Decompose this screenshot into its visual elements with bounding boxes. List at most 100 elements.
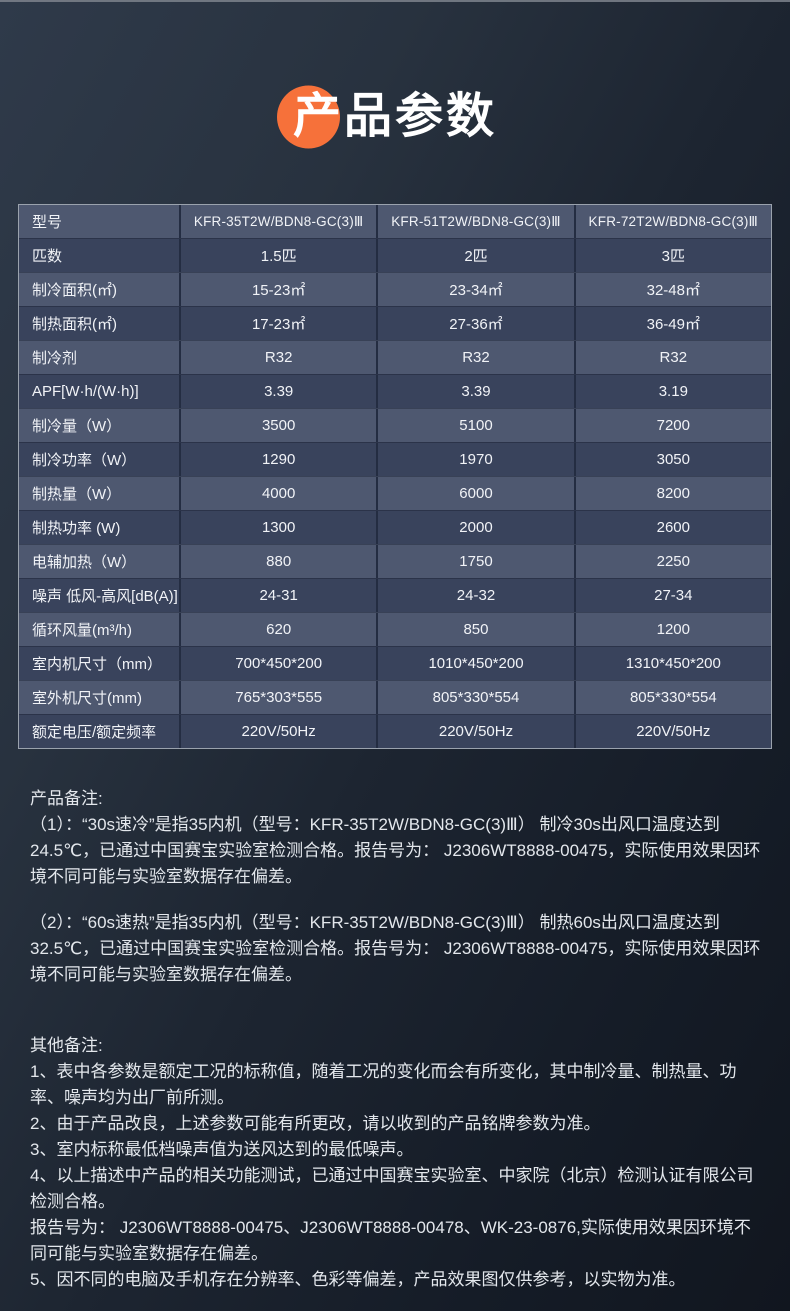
other-note-item: 4、以上描述中产品的相关功能测试，已通过中国赛宝实验室、中家院（北京）检测认证有… xyxy=(30,1166,754,1211)
spec-value-cell: 2匹 xyxy=(376,239,573,272)
table-row: 制冷量（W） 3500 5100 7200 xyxy=(19,408,771,442)
table-row: 制冷剂 R32 R32 R32 xyxy=(19,340,771,374)
other-note-item: 5、因不同的电脑及手机存在分辨率、色彩等偏差，产品效果图仅供参考，以实物为准。 xyxy=(30,1270,686,1289)
spec-value-cell: 1750 xyxy=(376,545,573,578)
table-row: 室外机尺寸(mm) 765*303*555 805*330*554 805*330*5… xyxy=(19,680,771,714)
spec-value-cell: 36-49㎡ xyxy=(573,307,771,340)
orange-circle-decoration xyxy=(276,85,340,149)
spec-row-label: 制热功率 (W) xyxy=(32,520,121,537)
table-row: APF[W·h/(W·h)] 3.39 3.39 3.19 xyxy=(19,374,771,408)
spec-value-cell: 27-34 xyxy=(573,579,771,612)
spec-value-cell: 32-48㎡ xyxy=(573,273,771,306)
table-row: 室内机尺寸（mm） 700*450*200 1010*450*200 1310*450… xyxy=(19,646,771,680)
other-notes: 其他备注: 1、表中各参数是额定工况的标称值，随着工况的变化而会有所变化，其中制… xyxy=(30,1033,763,1293)
product-note-item: （1）：“30s速冷”是指35内机（型号：KFR-35T2W/BDN8-GC(3… xyxy=(30,815,761,886)
spec-value-cell: 220V/50Hz xyxy=(376,715,573,748)
other-note-item: 报告号为： J2306WT8888-00475、J2306WT8888-0047… xyxy=(30,1218,751,1263)
table-row: 噪声 低风-高风[dB(A)] 24-31 24-32 27-34 xyxy=(19,578,771,612)
product-notes-list: （1）：“30s速冷”是指35内机（型号：KFR-35T2W/BDN8-GC(3… xyxy=(30,812,763,988)
spec-value-cell: 1970 xyxy=(376,443,573,476)
spec-value-cell: 1310*450*200 xyxy=(573,647,771,680)
spec-row-label: 制冷功率（W） xyxy=(32,452,137,469)
spec-value-cell: R32 xyxy=(573,341,771,374)
spec-value-cell: 805*330*554 xyxy=(573,681,771,714)
spec-value-cell: 880 xyxy=(179,545,376,578)
spec-value-cell: R32 xyxy=(179,341,376,374)
spec-value-cell: 2000 xyxy=(376,511,573,544)
spec-row-label: 电辅加热（W） xyxy=(32,554,137,571)
table-header-row: 型号 KFR-35T2W/BDN8-GC(3)Ⅲ KFR-51T2W/BDN8-GC… xyxy=(19,205,771,238)
spec-value-cell: 7200 xyxy=(573,409,771,442)
other-notes-list: 1、表中各参数是额定工况的标称值，随着工况的变化而会有所变化，其中制冷量、制热量… xyxy=(30,1059,763,1293)
spec-value-cell: 17-23㎡ xyxy=(179,307,376,340)
spec-row-label: 制热面积(㎡) xyxy=(32,316,117,333)
spec-value-cell: 1300 xyxy=(179,511,376,544)
spec-row-label: 匹数 xyxy=(32,248,63,265)
spec-value-cell: 3.39 xyxy=(179,375,376,408)
spec-value-cell: 27-36㎡ xyxy=(376,307,573,340)
model-name-cell: KFR-72T2W/BDN8-GC(3)Ⅲ xyxy=(573,205,771,238)
spec-value-cell: 4000 xyxy=(179,477,376,510)
spec-value-cell: 220V/50Hz xyxy=(573,715,771,748)
spec-row-label: 制热量（W） xyxy=(32,486,122,503)
spec-value-cell: 2600 xyxy=(573,511,771,544)
spec-row-label: 制冷量（W） xyxy=(32,418,122,435)
spec-value-cell: 620 xyxy=(179,613,376,646)
spec-value-cell: 3匹 xyxy=(573,239,771,272)
spec-table: 型号 KFR-35T2W/BDN8-GC(3)Ⅲ KFR-51T2W/BDN8-GC… xyxy=(18,204,772,749)
spec-value-cell: 1010*450*200 xyxy=(376,647,573,680)
model-name-cell: KFR-35T2W/BDN8-GC(3)Ⅲ xyxy=(179,205,376,238)
page-header: 产品参数 xyxy=(0,84,790,150)
spec-row-label: 制冷剂 xyxy=(32,350,78,367)
other-note-item: 3、室内标称最低档噪声值为送风达到的最低噪声。 xyxy=(30,1140,414,1159)
table-row: 制冷面积(㎡) 15-23㎡ 23-34㎡ 32-48㎡ xyxy=(19,272,771,306)
other-notes-title: 其他备注: xyxy=(30,1036,103,1055)
product-notes: 产品备注: （1）：“30s速冷”是指35内机（型号：KFR-35T2W/BDN… xyxy=(30,786,763,988)
column-header-model: 型号 xyxy=(32,214,63,231)
spec-value-cell: 765*303*555 xyxy=(179,681,376,714)
spec-value-cell: R32 xyxy=(376,341,573,374)
spec-value-cell: 1200 xyxy=(573,613,771,646)
spec-value-cell: 3050 xyxy=(573,443,771,476)
table-row: 循环风量(m³/h) 620 850 1200 xyxy=(19,612,771,646)
spec-value-cell: 5100 xyxy=(376,409,573,442)
model-name-cell: KFR-51T2W/BDN8-GC(3)Ⅲ xyxy=(376,205,573,238)
spec-value-cell: 1290 xyxy=(179,443,376,476)
spec-row-label: 制冷面积(㎡) xyxy=(32,282,117,299)
spec-value-cell: 2250 xyxy=(573,545,771,578)
spec-value-cell: 24-32 xyxy=(376,579,573,612)
table-row: 制冷功率（W） 1290 1970 3050 xyxy=(19,442,771,476)
spec-value-cell: 3.19 xyxy=(573,375,771,408)
product-note-item: （2）：“60s速热”是指35内机（型号：KFR-35T2W/BDN8-GC(3… xyxy=(30,913,761,984)
other-note-item: 2、由于产品改良，上述参数可能有所更改，请以收到的产品铭牌参数为准。 xyxy=(30,1114,601,1133)
spec-value-cell: 850 xyxy=(376,613,573,646)
spec-value-cell: 6000 xyxy=(376,477,573,510)
spec-value-cell: 15-23㎡ xyxy=(179,273,376,306)
spec-value-cell: 8200 xyxy=(573,477,771,510)
spec-row-label: 循环风量(m³/h) xyxy=(32,622,132,639)
spec-row-label: 额定电压/额定频率 xyxy=(32,724,157,741)
other-note-item: 1、表中各参数是额定工况的标称值，随着工况的变化而会有所变化，其中制冷量、制热量… xyxy=(30,1062,737,1107)
table-row: 制热量（W） 4000 6000 8200 xyxy=(19,476,771,510)
spec-value-cell: 23-34㎡ xyxy=(376,273,573,306)
spec-row-label: 室外机尺寸(mm) xyxy=(32,690,142,707)
spec-value-cell: 3.39 xyxy=(376,375,573,408)
table-row: 制热面积(㎡) 17-23㎡ 27-36㎡ 36-49㎡ xyxy=(19,306,771,340)
page-title-text: 产品参数 xyxy=(292,90,497,143)
spec-value-cell: 805*330*554 xyxy=(376,681,573,714)
spec-value-cell: 24-31 xyxy=(179,579,376,612)
table-row: 匹数 1.5匹 2匹 3匹 xyxy=(19,238,771,272)
spec-row-label: APF[W·h/(W·h)] xyxy=(32,383,139,400)
table-row: 电辅加热（W） 880 1750 2250 xyxy=(19,544,771,578)
table-row: 额定电压/额定频率 220V/50Hz 220V/50Hz 220V/50Hz xyxy=(19,714,771,748)
table-row: 制热功率 (W) 1300 2000 2600 xyxy=(19,510,771,544)
notes-section: 产品备注: （1）：“30s速冷”是指35内机（型号：KFR-35T2W/BDN… xyxy=(30,786,763,1293)
top-divider xyxy=(0,0,790,2)
spec-row-label: 噪声 低风-高风[dB(A)] xyxy=(32,588,178,605)
product-notes-title: 产品备注: xyxy=(30,789,103,808)
page-title: 产品参数 xyxy=(276,84,497,150)
spec-value-cell: 220V/50Hz xyxy=(179,715,376,748)
spec-row-label: 室内机尺寸（mm） xyxy=(32,656,162,673)
spec-value-cell: 1.5匹 xyxy=(179,239,376,272)
